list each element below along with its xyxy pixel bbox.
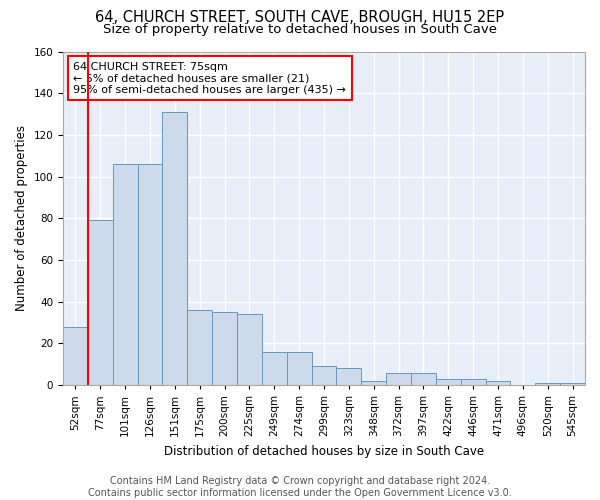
Bar (113, 164, 137, 385)
X-axis label: Distribution of detached houses by size in South Cave: Distribution of detached houses by size … (164, 444, 484, 458)
Bar (485, 381, 511, 385)
Bar (287, 352, 311, 385)
Bar (88, 220, 113, 385)
Bar (411, 372, 436, 385)
Bar (560, 383, 585, 385)
Y-axis label: Number of detached properties: Number of detached properties (15, 126, 28, 312)
Bar (212, 312, 237, 385)
Bar (237, 314, 262, 385)
Bar (436, 379, 461, 385)
Bar (461, 379, 485, 385)
Text: 64 CHURCH STREET: 75sqm
← 5% of detached houses are smaller (21)
95% of semi-det: 64 CHURCH STREET: 75sqm ← 5% of detached… (73, 62, 346, 94)
Bar (262, 352, 287, 385)
Bar (386, 372, 411, 385)
Bar (361, 381, 386, 385)
Bar (337, 368, 361, 385)
Bar (535, 383, 560, 385)
Text: 64, CHURCH STREET, SOUTH CAVE, BROUGH, HU15 2EP: 64, CHURCH STREET, SOUTH CAVE, BROUGH, H… (95, 10, 505, 25)
Text: Size of property relative to detached houses in South Cave: Size of property relative to detached ho… (103, 22, 497, 36)
Bar (137, 164, 163, 385)
Bar (187, 310, 212, 385)
Bar (311, 366, 337, 385)
Bar (163, 112, 187, 385)
Text: Contains HM Land Registry data © Crown copyright and database right 2024.
Contai: Contains HM Land Registry data © Crown c… (88, 476, 512, 498)
Bar (63, 326, 88, 385)
